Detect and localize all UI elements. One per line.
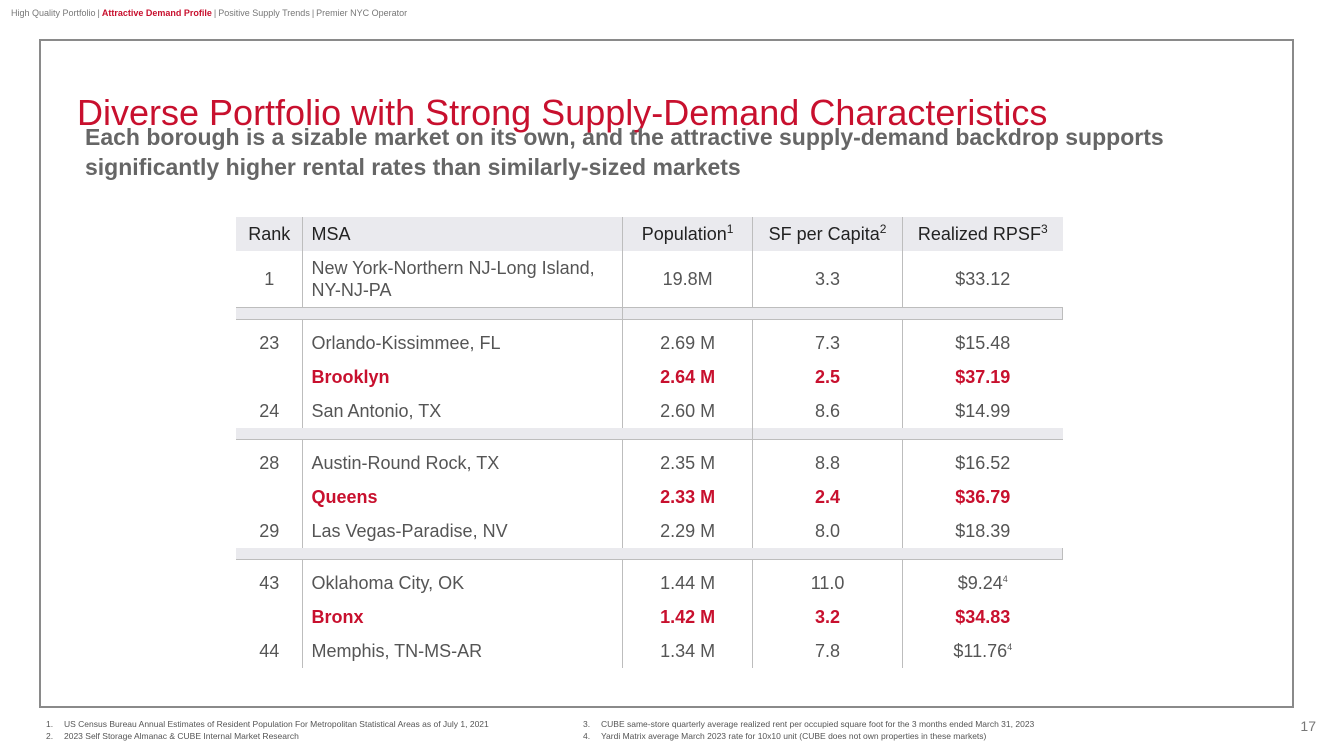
rank-cell: 44 (236, 634, 304, 668)
population-cell: 2.35 M (622, 446, 754, 480)
table-row: 23 Orlando-Kissimmee, FL 2.69 M 7.3 $15.… (236, 326, 1063, 360)
rpsf-cell: $16.52 (955, 452, 1011, 473)
rank-cell: 29 (236, 514, 304, 548)
footnote-marker: 3 (1040, 221, 1048, 236)
header-population: Population1 (622, 217, 754, 251)
sf-per-capita-cell: 3.2 (752, 600, 904, 634)
population-cell: 1.34 M (622, 634, 754, 668)
msa-cell: San Antonio, TX (302, 394, 624, 428)
msa-cell: Bronx (302, 600, 624, 634)
msa-cell: Orlando-Kissimmee, FL (302, 326, 624, 360)
population-cell: 2.64 M (622, 360, 754, 394)
table-row-highlight-bronx: Bronx 1.42 M 3.2 $34.83 (236, 600, 1063, 634)
footnotes-left: 1. US Census Bureau Annual Estimates of R… (46, 718, 489, 742)
header-msa: MSA (302, 217, 624, 251)
rpsf-cell: $18.39 (955, 520, 1011, 541)
group-separator (236, 548, 1063, 560)
msa-cell: New York-Northern NJ-Long Island, NY-NJ-… (302, 251, 624, 308)
footnote-marker: 1 (726, 221, 734, 236)
msa-cell: Queens (302, 480, 624, 514)
breadcrumb-separator: | (213, 8, 217, 18)
breadcrumb-item-active[interactable]: Attractive Demand Profile (101, 8, 212, 18)
table-row: 28 Austin-Round Rock, TX 2.35 M 8.8 $16.… (236, 446, 1063, 480)
page-number: 17 (1300, 718, 1316, 734)
population-cell: 1.44 M (622, 566, 754, 600)
rpsf-cell: $34.83 (955, 606, 1011, 627)
rpsf-cell: $14.99 (955, 400, 1011, 421)
msa-comparison-table: Rank MSA Population1 SF per Capita2 Real… (236, 217, 1063, 668)
rpsf-cell: $9.244 (957, 572, 1008, 593)
population-cell: 19.8M (622, 251, 754, 308)
sf-per-capita-cell: 7.3 (752, 326, 904, 360)
rank-cell: 43 (236, 566, 304, 600)
table-row: 24 San Antonio, TX 2.60 M 8.6 $14.99 (236, 394, 1063, 428)
sf-per-capita-cell: 11.0 (752, 566, 904, 600)
content-frame (39, 39, 1294, 708)
header-realized-rpsf: Realized RPSF3 (902, 217, 1063, 251)
sf-per-capita-cell: 8.6 (752, 394, 904, 428)
rank-cell (236, 480, 304, 514)
header-rank: Rank (236, 217, 304, 251)
sf-per-capita-cell: 2.5 (752, 360, 904, 394)
footnotes-right: 3. CUBE same-store quarterly average real… (583, 718, 1034, 742)
population-cell: 2.29 M (622, 514, 754, 548)
rank-cell: 23 (236, 326, 304, 360)
msa-cell: Brooklyn (302, 360, 624, 394)
footnote: 3. CUBE same-store quarterly average real… (583, 719, 1035, 729)
sf-per-capita-cell: 3.3 (752, 251, 904, 308)
rpsf-cell: $36.79 (955, 486, 1011, 507)
msa-cell: Austin-Round Rock, TX (302, 446, 624, 480)
table-header-row: Rank MSA Population1 SF per Capita2 Real… (236, 217, 1063, 251)
msa-cell: Las Vegas-Paradise, NV (302, 514, 624, 548)
rank-cell: 28 (236, 446, 304, 480)
sf-per-capita-cell: 2.4 (752, 480, 904, 514)
sf-per-capita-cell: 8.8 (752, 446, 904, 480)
breadcrumb-separator: | (97, 8, 100, 18)
page-title: Diverse Portfolio with Strong Supply-Dem… (77, 92, 1048, 134)
sf-per-capita-cell: 7.8 (752, 634, 904, 668)
footnote-marker: 4 (1002, 573, 1008, 584)
page-subtitle: Each borough is a sizable market on its … (85, 124, 1164, 180)
rank-cell (236, 600, 304, 634)
population-cell: 2.33 M (622, 480, 754, 514)
table-row: 1 New York-Northern NJ-Long Island, NY-N… (236, 251, 1063, 308)
breadcrumb-item[interactable]: High Quality Portfolio (11, 8, 96, 18)
footnote: 1. US Census Bureau Annual Estimates of R… (46, 719, 489, 729)
footnote: 4. Yardi Matrix average March 2023 rate f… (583, 731, 987, 741)
footnote: 2. 2023 Self Storage Almanac & CUBE Inter… (46, 731, 299, 741)
table-row-highlight-queens: Queens 2.33 M 2.4 $36.79 (236, 480, 1063, 514)
breadcrumb: High Quality Portfolio | Attractive Demand… (11, 8, 407, 18)
breadcrumb-item[interactable]: Positive Supply Trends (218, 8, 310, 18)
population-cell: 2.69 M (622, 326, 754, 360)
footnote-marker: 2 (879, 221, 887, 236)
rpsf-cell: $15.48 (955, 332, 1011, 353)
group-separator (236, 307, 1063, 320)
sf-per-capita-cell: 8.0 (752, 514, 904, 548)
header-sf-per-capita: SF per Capita2 (752, 217, 904, 251)
rank-cell: 1 (236, 251, 304, 308)
rpsf-cell: $33.12 (902, 251, 1063, 308)
table-row: 43 Oklahoma City, OK 1.44 M 11.0 $9.244 (236, 566, 1063, 600)
table-row: 29 Las Vegas-Paradise, NV 2.29 M 8.0 $18… (236, 514, 1063, 548)
rank-cell (236, 360, 304, 394)
population-cell: 1.42 M (622, 600, 754, 634)
footnote-marker: 4 (1007, 641, 1013, 652)
rank-cell: 24 (236, 394, 304, 428)
rpsf-cell: $37.19 (955, 366, 1011, 387)
group-separator (236, 428, 1063, 440)
breadcrumb-separator: | (311, 8, 315, 18)
msa-cell: Memphis, TN-MS-AR (302, 634, 624, 668)
rpsf-cell: $11.764 (953, 640, 1013, 661)
table-row: 44 Memphis, TN-MS-AR 1.34 M 7.8 $11.764 (236, 634, 1063, 668)
population-cell: 2.60 M (622, 394, 754, 428)
table-row-highlight-brooklyn: Brooklyn 2.64 M 2.5 $37.19 (236, 360, 1063, 394)
breadcrumb-item[interactable]: Premier NYC Operator (316, 8, 408, 18)
msa-cell: Oklahoma City, OK (302, 566, 624, 600)
